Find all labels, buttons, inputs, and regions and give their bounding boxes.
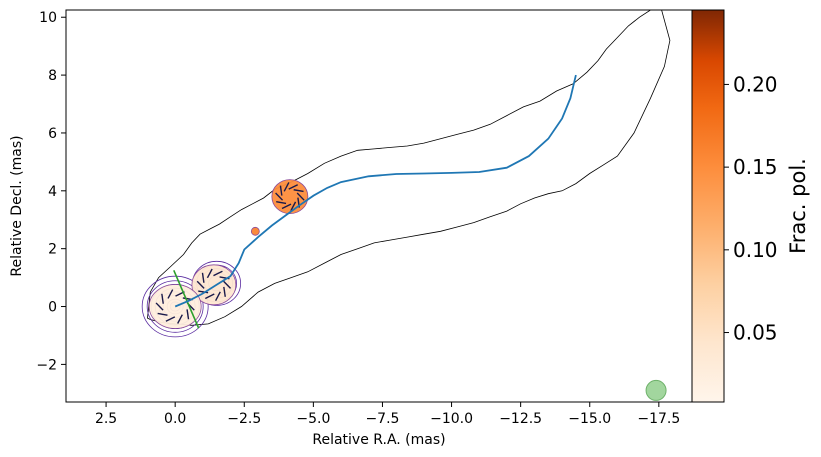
evpa-tick — [279, 185, 283, 196]
evpa-tick — [213, 270, 223, 277]
evpa-tick — [155, 302, 164, 311]
x-tick-label: −15.0 — [568, 411, 611, 427]
x-tick-label: −10.0 — [430, 411, 473, 427]
polarization-layer — [148, 179, 309, 329]
colorbar-gradient — [691, 9, 725, 403]
evpa-tick — [296, 192, 305, 201]
y-axis: −2 0 2 4 6 8 10 — [36, 10, 66, 373]
y-tick-label: 2 — [48, 242, 57, 258]
y-tick-label: 6 — [48, 126, 57, 142]
x-tick-label: −2.5 — [227, 411, 261, 427]
plot-background — [66, 10, 692, 402]
polarized-component — [148, 284, 202, 329]
x-tick-label: −17.5 — [637, 411, 680, 427]
evpa-tick — [165, 316, 176, 322]
jet-ridge-line — [174, 74, 577, 308]
evpa-tick — [201, 272, 205, 283]
y-axis-label: Relative Decl. (mas) — [9, 135, 25, 276]
y-tick-label: 0 — [48, 300, 57, 316]
evpa-tick — [198, 290, 209, 294]
x-tick-label: 0.0 — [164, 411, 186, 427]
colorbar-tick-label: 0.10 — [733, 238, 778, 262]
ridge-line-layer — [174, 74, 667, 401]
evpa-tick — [177, 314, 183, 324]
x-axis-label: Relative R.A. (mas) — [312, 432, 445, 448]
colorbar-tick-label: 0.20 — [733, 72, 778, 96]
colorbar: 0.05 0.10 0.15 0.20 Frac. pol. — [691, 9, 810, 403]
evpa-tick — [275, 192, 284, 201]
evpa-tick — [293, 189, 304, 193]
colorbar-label: Frac. pol. — [786, 158, 810, 254]
evpa-tick — [281, 203, 292, 210]
y-tick-label: 8 — [48, 68, 57, 84]
y-tick-label: −2 — [36, 357, 57, 373]
beam-marker — [645, 379, 667, 401]
evpa-tick — [283, 182, 290, 192]
x-tick-label: −7.5 — [365, 411, 399, 427]
evpa-tick — [206, 268, 213, 279]
evpa-tick — [290, 201, 297, 212]
evpa-tick — [223, 280, 232, 289]
colorbar-tick-label: 0.05 — [733, 321, 778, 345]
evpa-tick — [288, 184, 299, 190]
evpa-tick — [167, 289, 174, 299]
x-axis: 2.5 0.0 −2.5 −5.0 −7.5 −10.0 −12.5 −15.0 −17.5 — [95, 402, 680, 427]
colorbar-ticks: 0.05 0.10 0.15 0.20 — [724, 72, 778, 345]
polarized-component — [250, 226, 260, 236]
evpa-tick — [223, 286, 226, 297]
colorbar-tick-label: 0.15 — [733, 155, 778, 179]
evpa-tick — [157, 312, 168, 316]
evpa-tick — [186, 309, 190, 320]
evpa-tick — [276, 201, 287, 205]
plot-area — [65, 9, 693, 403]
evpa-tick — [204, 293, 215, 300]
y-tick-label: 10 — [39, 10, 57, 26]
core-contour — [141, 275, 209, 338]
evpa-tick — [161, 293, 164, 304]
x-tick-label: −12.5 — [499, 411, 542, 427]
core-polarization-axis — [173, 270, 200, 329]
evpa-tick — [214, 291, 221, 301]
evpa-tick — [196, 280, 205, 289]
core-contour — [146, 280, 204, 333]
y-tick-label: 4 — [48, 184, 57, 200]
x-tick-label: 2.5 — [95, 411, 117, 427]
polarized-component — [271, 179, 309, 214]
outer-intensity-contour — [147, 9, 671, 326]
x-tick-label: −5.0 — [296, 411, 330, 427]
